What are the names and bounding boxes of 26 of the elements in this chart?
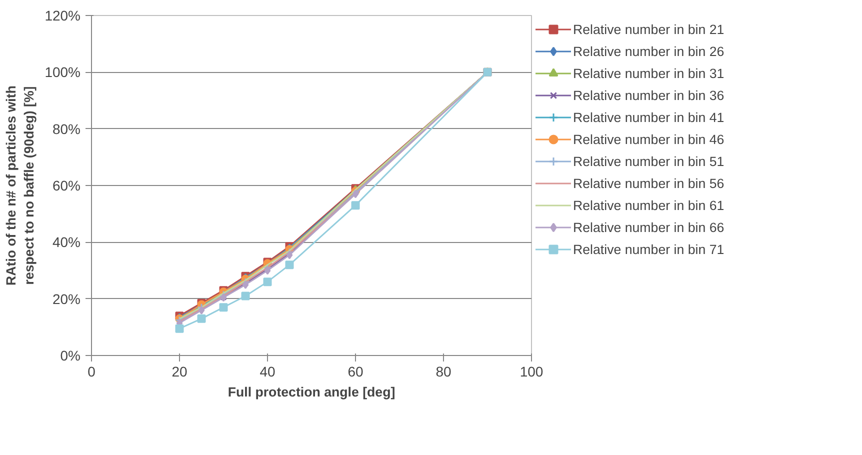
x-tick-label: 0: [88, 364, 96, 380]
legend-label: Relative number in bin 41: [573, 110, 724, 124]
x-tick-label: 60: [348, 364, 364, 380]
legend-label: Relative number in bin 46: [573, 132, 724, 146]
y-tick-label: 20%: [52, 290, 81, 307]
legend-label: Relative number in bin 71: [573, 242, 724, 256]
y-tick-label: 0%: [60, 348, 80, 364]
y-tick-label: 60%: [52, 178, 81, 194]
legend-label: Relative number in bin 56: [573, 176, 724, 190]
y-tick-label: 100%: [44, 64, 81, 80]
legend-label: Relative number in bin 21: [573, 22, 724, 36]
x-tick-label: 100: [520, 364, 544, 380]
y-tick-label: 80%: [52, 120, 81, 137]
legend-label: Relative number in bin 66: [573, 220, 724, 234]
legend-label: Relative number in bin 36: [573, 88, 724, 102]
x-tick-label: 40: [260, 364, 276, 380]
y-tick-label: 40%: [52, 234, 81, 250]
legend-label: Relative number in bin 61: [573, 198, 724, 212]
y-tick-label: 120%: [44, 8, 81, 24]
legend-label: Relative number in bin 26: [573, 44, 724, 58]
x-axis-title: Full protection angle [deg]: [228, 384, 396, 400]
legend-label: Relative number in bin 31: [573, 66, 724, 80]
x-tick-label: 80: [436, 364, 452, 380]
x-tick-label: 20: [172, 364, 188, 380]
legend-label: Relative number in bin 51: [573, 154, 724, 168]
y-axis-title: RAtio of the n# of particles with respect to no baffle (90deg) [%]: [4, 86, 37, 286]
